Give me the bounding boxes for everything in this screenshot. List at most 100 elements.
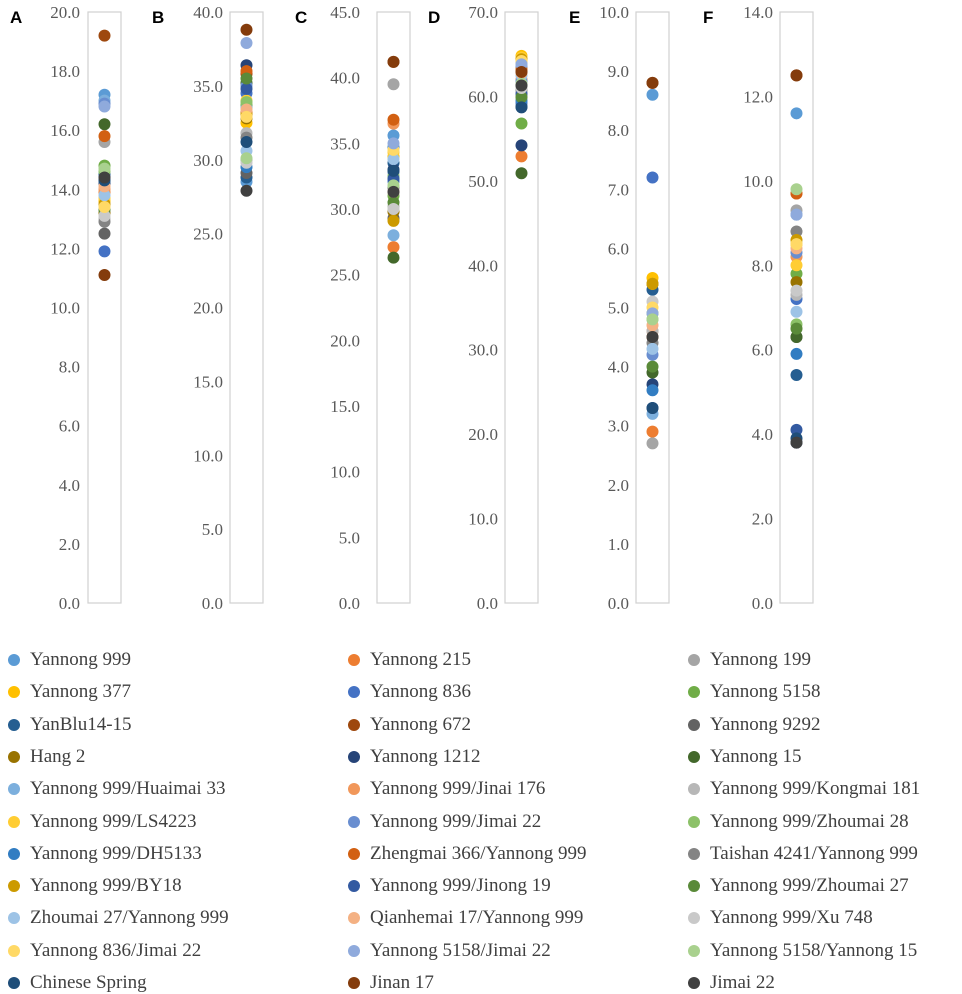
legend-item: Yannong 999/Xu 748 xyxy=(688,907,873,929)
legend-marker xyxy=(348,654,360,666)
tick-label-c: 35.0 xyxy=(330,134,360,153)
tick-label-d: 70.0 xyxy=(468,3,498,22)
legend: Yannong 999 Yannong 215 Yannong 199 Yannong… xyxy=(0,640,962,994)
tick-label-d: 40.0 xyxy=(468,256,498,275)
tick-label-d: 50.0 xyxy=(468,172,498,191)
legend-label: Yannong 999/LS4223 xyxy=(30,810,197,832)
legend-label: Yannong 15 xyxy=(710,745,802,767)
legend-label: Yannong 672 xyxy=(370,713,472,735)
data-point-b xyxy=(240,72,253,85)
data-point-d xyxy=(515,167,528,180)
tick-label-b: 15.0 xyxy=(193,372,223,391)
legend-label: Yannong 999 xyxy=(30,649,132,670)
data-point-c xyxy=(387,229,400,242)
tick-label-f: 8.0 xyxy=(752,256,773,275)
legend-label: Yannong 199 xyxy=(710,649,812,670)
legend-marker xyxy=(688,783,700,796)
data-point-c xyxy=(387,113,400,126)
tick-label-e: 4.0 xyxy=(608,358,629,377)
legend-label: Yannong 215 xyxy=(370,649,472,670)
legend-label: Yannong 5158 xyxy=(710,681,821,703)
data-point-f xyxy=(790,183,803,196)
legend-label: Taishan 4241/Yannong 999 xyxy=(710,842,918,864)
data-point-f xyxy=(790,107,803,120)
tick-label-d: 60.0 xyxy=(468,87,498,106)
legend-marker xyxy=(348,783,360,796)
tick-label-b: 35.0 xyxy=(193,77,223,96)
data-point-c xyxy=(387,55,400,68)
legend-label: Yannong 999/Zhoumai 27 xyxy=(710,875,909,897)
legend-marker xyxy=(688,654,700,666)
legend-marker xyxy=(8,686,20,699)
panel-e: E 0.0 1.0 2.0 3.0 4.0 5.0 6.0 7.0 8.0 9.0 10.0 xyxy=(569,3,670,613)
data-point-e xyxy=(646,342,659,355)
legend-label: Zhengmai 366/Yannong 999 xyxy=(370,842,587,864)
legend-marker xyxy=(348,880,360,893)
legend-marker xyxy=(8,783,20,796)
data-point-d xyxy=(515,91,528,104)
tick-label-b: 0.0 xyxy=(202,594,223,613)
legend-label: Yannong 999/DH5133 xyxy=(30,842,202,864)
legend-marker xyxy=(8,654,20,666)
panel-label-e: E xyxy=(569,8,580,27)
data-point-e xyxy=(646,88,659,101)
legend-item: Zhengmai 366/Yannong 999 xyxy=(348,843,587,865)
tick-label-b: 5.0 xyxy=(202,520,223,539)
data-point-e xyxy=(646,384,659,397)
legend-label: Yannong 1212 xyxy=(370,745,481,767)
data-point-a xyxy=(98,201,111,214)
tick-label-e: 0.0 xyxy=(608,594,629,613)
legend-label: Yannong 999/Jinai 176 xyxy=(370,778,546,800)
legend-item: Yannong 999/Zhoumai 28 xyxy=(688,811,909,833)
legend-item: Yannong 5158/Jimai 22 xyxy=(348,940,551,962)
tick-label-f: 10.0 xyxy=(743,172,773,191)
tick-label-c: 40.0 xyxy=(330,69,360,88)
tick-label-a: 10.0 xyxy=(50,299,80,318)
data-point-a xyxy=(98,171,111,184)
tick-label-a: 20.0 xyxy=(50,3,80,22)
data-point-f xyxy=(790,208,803,221)
panel-c: C 0.0 5.0 10.0 15.0 20.0 25.0 30.0 35.0 40.0 45.0 xyxy=(295,3,411,613)
tick-label-c: 10.0 xyxy=(330,463,360,482)
legend-item: Taishan 4241/Yannong 999 xyxy=(688,843,918,865)
data-point-f xyxy=(790,238,803,251)
plot-box-c xyxy=(376,11,411,604)
tick-label-b: 40.0 xyxy=(193,3,223,22)
legend-item: Yannong 9292 xyxy=(688,714,821,736)
tick-label-f: 0.0 xyxy=(752,594,773,613)
data-point-f xyxy=(790,259,803,272)
legend-item: Yannong 672 xyxy=(348,714,471,736)
data-point-c xyxy=(387,241,400,254)
legend-label: Yannong 5158/Jimai 22 xyxy=(370,939,551,961)
data-point-f xyxy=(790,369,803,382)
legend-label: Jinan 17 xyxy=(370,972,434,993)
legend-label: Jimai 22 xyxy=(710,972,775,993)
legend-marker xyxy=(348,977,360,989)
legend-item: Yannong 999/LS4223 xyxy=(8,811,196,833)
data-point-c xyxy=(387,214,400,227)
data-point-d xyxy=(515,139,528,152)
legend-item: Yannong 377 xyxy=(8,681,131,703)
tick-label-a: 14.0 xyxy=(50,180,80,199)
tick-label-e: 6.0 xyxy=(608,239,629,258)
data-point-a xyxy=(98,245,111,258)
tick-label-a: 4.0 xyxy=(59,476,80,495)
data-point-b xyxy=(240,37,253,50)
data-point-f xyxy=(790,347,803,360)
panel-label-d: D xyxy=(428,8,440,27)
legend-marker xyxy=(8,750,20,763)
data-point-d xyxy=(515,150,528,163)
legend-item: Yannong 999/Zhoumai 27 xyxy=(688,875,909,897)
legend-item: Chinese Spring xyxy=(8,972,147,994)
legend-item: Yannong 215 xyxy=(348,649,471,671)
data-point-c xyxy=(387,153,400,166)
legend-marker xyxy=(688,977,700,989)
tick-label-a: 2.0 xyxy=(59,535,80,554)
tick-label-c: 5.0 xyxy=(339,528,360,547)
tick-label-b: 25.0 xyxy=(193,225,223,244)
legend-marker xyxy=(8,880,20,893)
tick-label-e: 2.0 xyxy=(608,476,629,495)
data-point-a xyxy=(98,189,111,202)
data-point-a xyxy=(98,268,111,281)
legend-item: Yannong 999/Jinong 19 xyxy=(348,875,551,897)
